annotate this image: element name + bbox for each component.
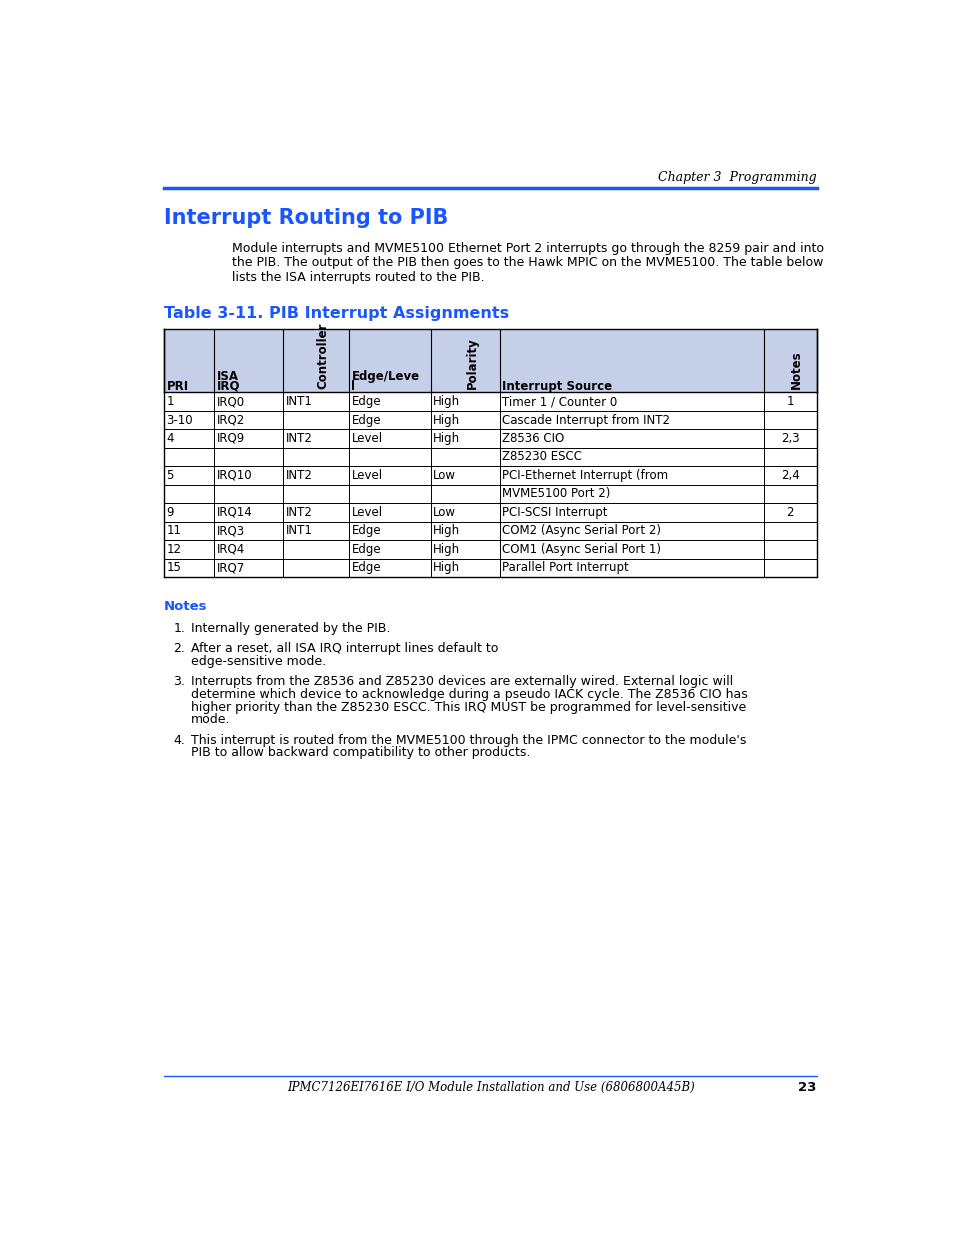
- Text: IPMC7126EI7616E I/O Module Installation and Use (6806800A45B): IPMC7126EI7616E I/O Module Installation …: [287, 1081, 695, 1094]
- Text: Z8536 CIO: Z8536 CIO: [501, 432, 564, 445]
- Text: INT2: INT2: [285, 469, 312, 482]
- Text: MVME5100 Port 2): MVME5100 Port 2): [501, 488, 610, 500]
- Text: Edge/Leve: Edge/Leve: [351, 370, 419, 383]
- Text: mode.: mode.: [192, 714, 231, 726]
- Text: l: l: [351, 379, 355, 393]
- Text: IRQ: IRQ: [216, 379, 240, 393]
- Text: IRQ3: IRQ3: [216, 525, 245, 537]
- Text: Edge: Edge: [351, 562, 380, 574]
- Text: 11: 11: [167, 525, 181, 537]
- Text: PCI-Ethernet Interrupt (from: PCI-Ethernet Interrupt (from: [501, 469, 667, 482]
- Text: Z85230 ESCC: Z85230 ESCC: [501, 451, 581, 463]
- Text: the PIB. The output of the PIB then goes to the Hawk MPIC on the MVME5100. The t: the PIB. The output of the PIB then goes…: [232, 257, 822, 269]
- Text: 9: 9: [167, 506, 173, 519]
- Text: COM2 (Async Serial Port 2): COM2 (Async Serial Port 2): [501, 525, 660, 537]
- Text: edge-sensitive mode.: edge-sensitive mode.: [192, 655, 326, 668]
- Text: 1.: 1.: [173, 621, 185, 635]
- Text: High: High: [433, 395, 460, 408]
- Text: Module interrupts and MVME5100 Ethernet Port 2 interrupts go through the 8259 pa: Module interrupts and MVME5100 Ethernet …: [232, 242, 822, 254]
- Text: Low: Low: [433, 506, 456, 519]
- Text: 15: 15: [167, 562, 181, 574]
- Text: Controller: Controller: [315, 322, 329, 389]
- Text: PCI-SCSI Interrupt: PCI-SCSI Interrupt: [501, 506, 607, 519]
- Text: INT1: INT1: [285, 395, 312, 408]
- Text: INT2: INT2: [285, 506, 312, 519]
- Text: INT2: INT2: [285, 432, 312, 445]
- Text: Edge: Edge: [351, 414, 380, 426]
- Text: 12: 12: [167, 543, 181, 556]
- Text: 5: 5: [167, 469, 173, 482]
- Text: COM1 (Async Serial Port 1): COM1 (Async Serial Port 1): [501, 543, 660, 556]
- Text: IRQ4: IRQ4: [216, 543, 245, 556]
- Text: Notes: Notes: [164, 600, 208, 613]
- Text: lists the ISA interrupts routed to the PIB.: lists the ISA interrupts routed to the P…: [232, 270, 484, 284]
- Text: Edge: Edge: [351, 543, 380, 556]
- Text: 4: 4: [167, 432, 173, 445]
- Text: Interrupts from the Z8536 and Z85230 devices are externally wired. External logi: Interrupts from the Z8536 and Z85230 dev…: [192, 676, 733, 688]
- Text: 2,4: 2,4: [781, 469, 799, 482]
- Text: After a reset, all ISA IRQ interrupt lines default to: After a reset, all ISA IRQ interrupt lin…: [192, 642, 498, 655]
- Text: High: High: [433, 525, 460, 537]
- Text: 1: 1: [786, 395, 793, 408]
- Text: higher priority than the Z85230 ESCC. This IRQ MUST be programmed for level-sens: higher priority than the Z85230 ESCC. Th…: [192, 700, 746, 714]
- Text: Chapter 3  Programming: Chapter 3 Programming: [658, 170, 816, 184]
- Text: 2: 2: [786, 506, 793, 519]
- Text: Cascade Interrupt from INT2: Cascade Interrupt from INT2: [501, 414, 669, 426]
- Text: High: High: [433, 543, 460, 556]
- Text: Level: Level: [351, 432, 382, 445]
- Text: Parallel Port Interrupt: Parallel Port Interrupt: [501, 562, 628, 574]
- Text: PIB to allow backward compatibility to other products.: PIB to allow backward compatibility to o…: [192, 746, 530, 760]
- Text: IRQ7: IRQ7: [216, 562, 245, 574]
- Text: Table 3-11. PIB Interrupt Assignments: Table 3-11. PIB Interrupt Assignments: [164, 306, 509, 321]
- Text: ISA: ISA: [216, 370, 238, 383]
- Text: Low: Low: [433, 469, 456, 482]
- Text: Polarity: Polarity: [465, 337, 477, 389]
- Text: IRQ9: IRQ9: [216, 432, 245, 445]
- Text: 2,3: 2,3: [781, 432, 799, 445]
- Text: INT1: INT1: [285, 525, 312, 537]
- Text: Edge: Edge: [351, 395, 380, 408]
- Text: IRQ0: IRQ0: [216, 395, 245, 408]
- Text: IRQ10: IRQ10: [216, 469, 253, 482]
- Bar: [164, 330, 816, 393]
- Text: Level: Level: [351, 506, 382, 519]
- Text: Interrupt Routing to PIB: Interrupt Routing to PIB: [164, 207, 448, 227]
- Text: 23: 23: [798, 1081, 816, 1094]
- Text: IRQ2: IRQ2: [216, 414, 245, 426]
- Text: High: High: [433, 562, 460, 574]
- Text: 3-10: 3-10: [167, 414, 193, 426]
- Text: Timer 1 / Counter 0: Timer 1 / Counter 0: [501, 395, 617, 408]
- Text: Internally generated by the PIB.: Internally generated by the PIB.: [192, 621, 391, 635]
- Text: This interrupt is routed from the MVME5100 through the IPMC connector to the mod: This interrupt is routed from the MVME51…: [192, 734, 746, 747]
- Text: Edge: Edge: [351, 525, 380, 537]
- Text: IRQ14: IRQ14: [216, 506, 253, 519]
- Text: Notes: Notes: [789, 351, 802, 389]
- Text: 2.: 2.: [173, 642, 185, 655]
- Text: 4.: 4.: [173, 734, 185, 747]
- Text: High: High: [433, 432, 460, 445]
- Text: Level: Level: [351, 469, 382, 482]
- Text: 3.: 3.: [173, 676, 185, 688]
- Text: 1: 1: [167, 395, 173, 408]
- Text: Interrupt Source: Interrupt Source: [501, 379, 612, 393]
- Text: High: High: [433, 414, 460, 426]
- Text: determine which device to acknowledge during a pseudo IACK cycle. The Z8536 CIO : determine which device to acknowledge du…: [192, 688, 747, 701]
- Text: PRI: PRI: [167, 379, 189, 393]
